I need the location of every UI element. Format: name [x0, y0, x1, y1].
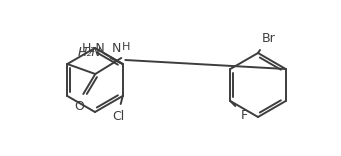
Text: Br: Br: [262, 32, 276, 45]
Text: H₂N: H₂N: [78, 46, 102, 59]
Text: H₂N: H₂N: [82, 42, 106, 55]
Text: N: N: [112, 42, 121, 55]
Text: O: O: [74, 100, 84, 113]
Text: H: H: [122, 42, 131, 52]
Text: F: F: [240, 109, 248, 122]
Text: Cl: Cl: [113, 110, 125, 123]
